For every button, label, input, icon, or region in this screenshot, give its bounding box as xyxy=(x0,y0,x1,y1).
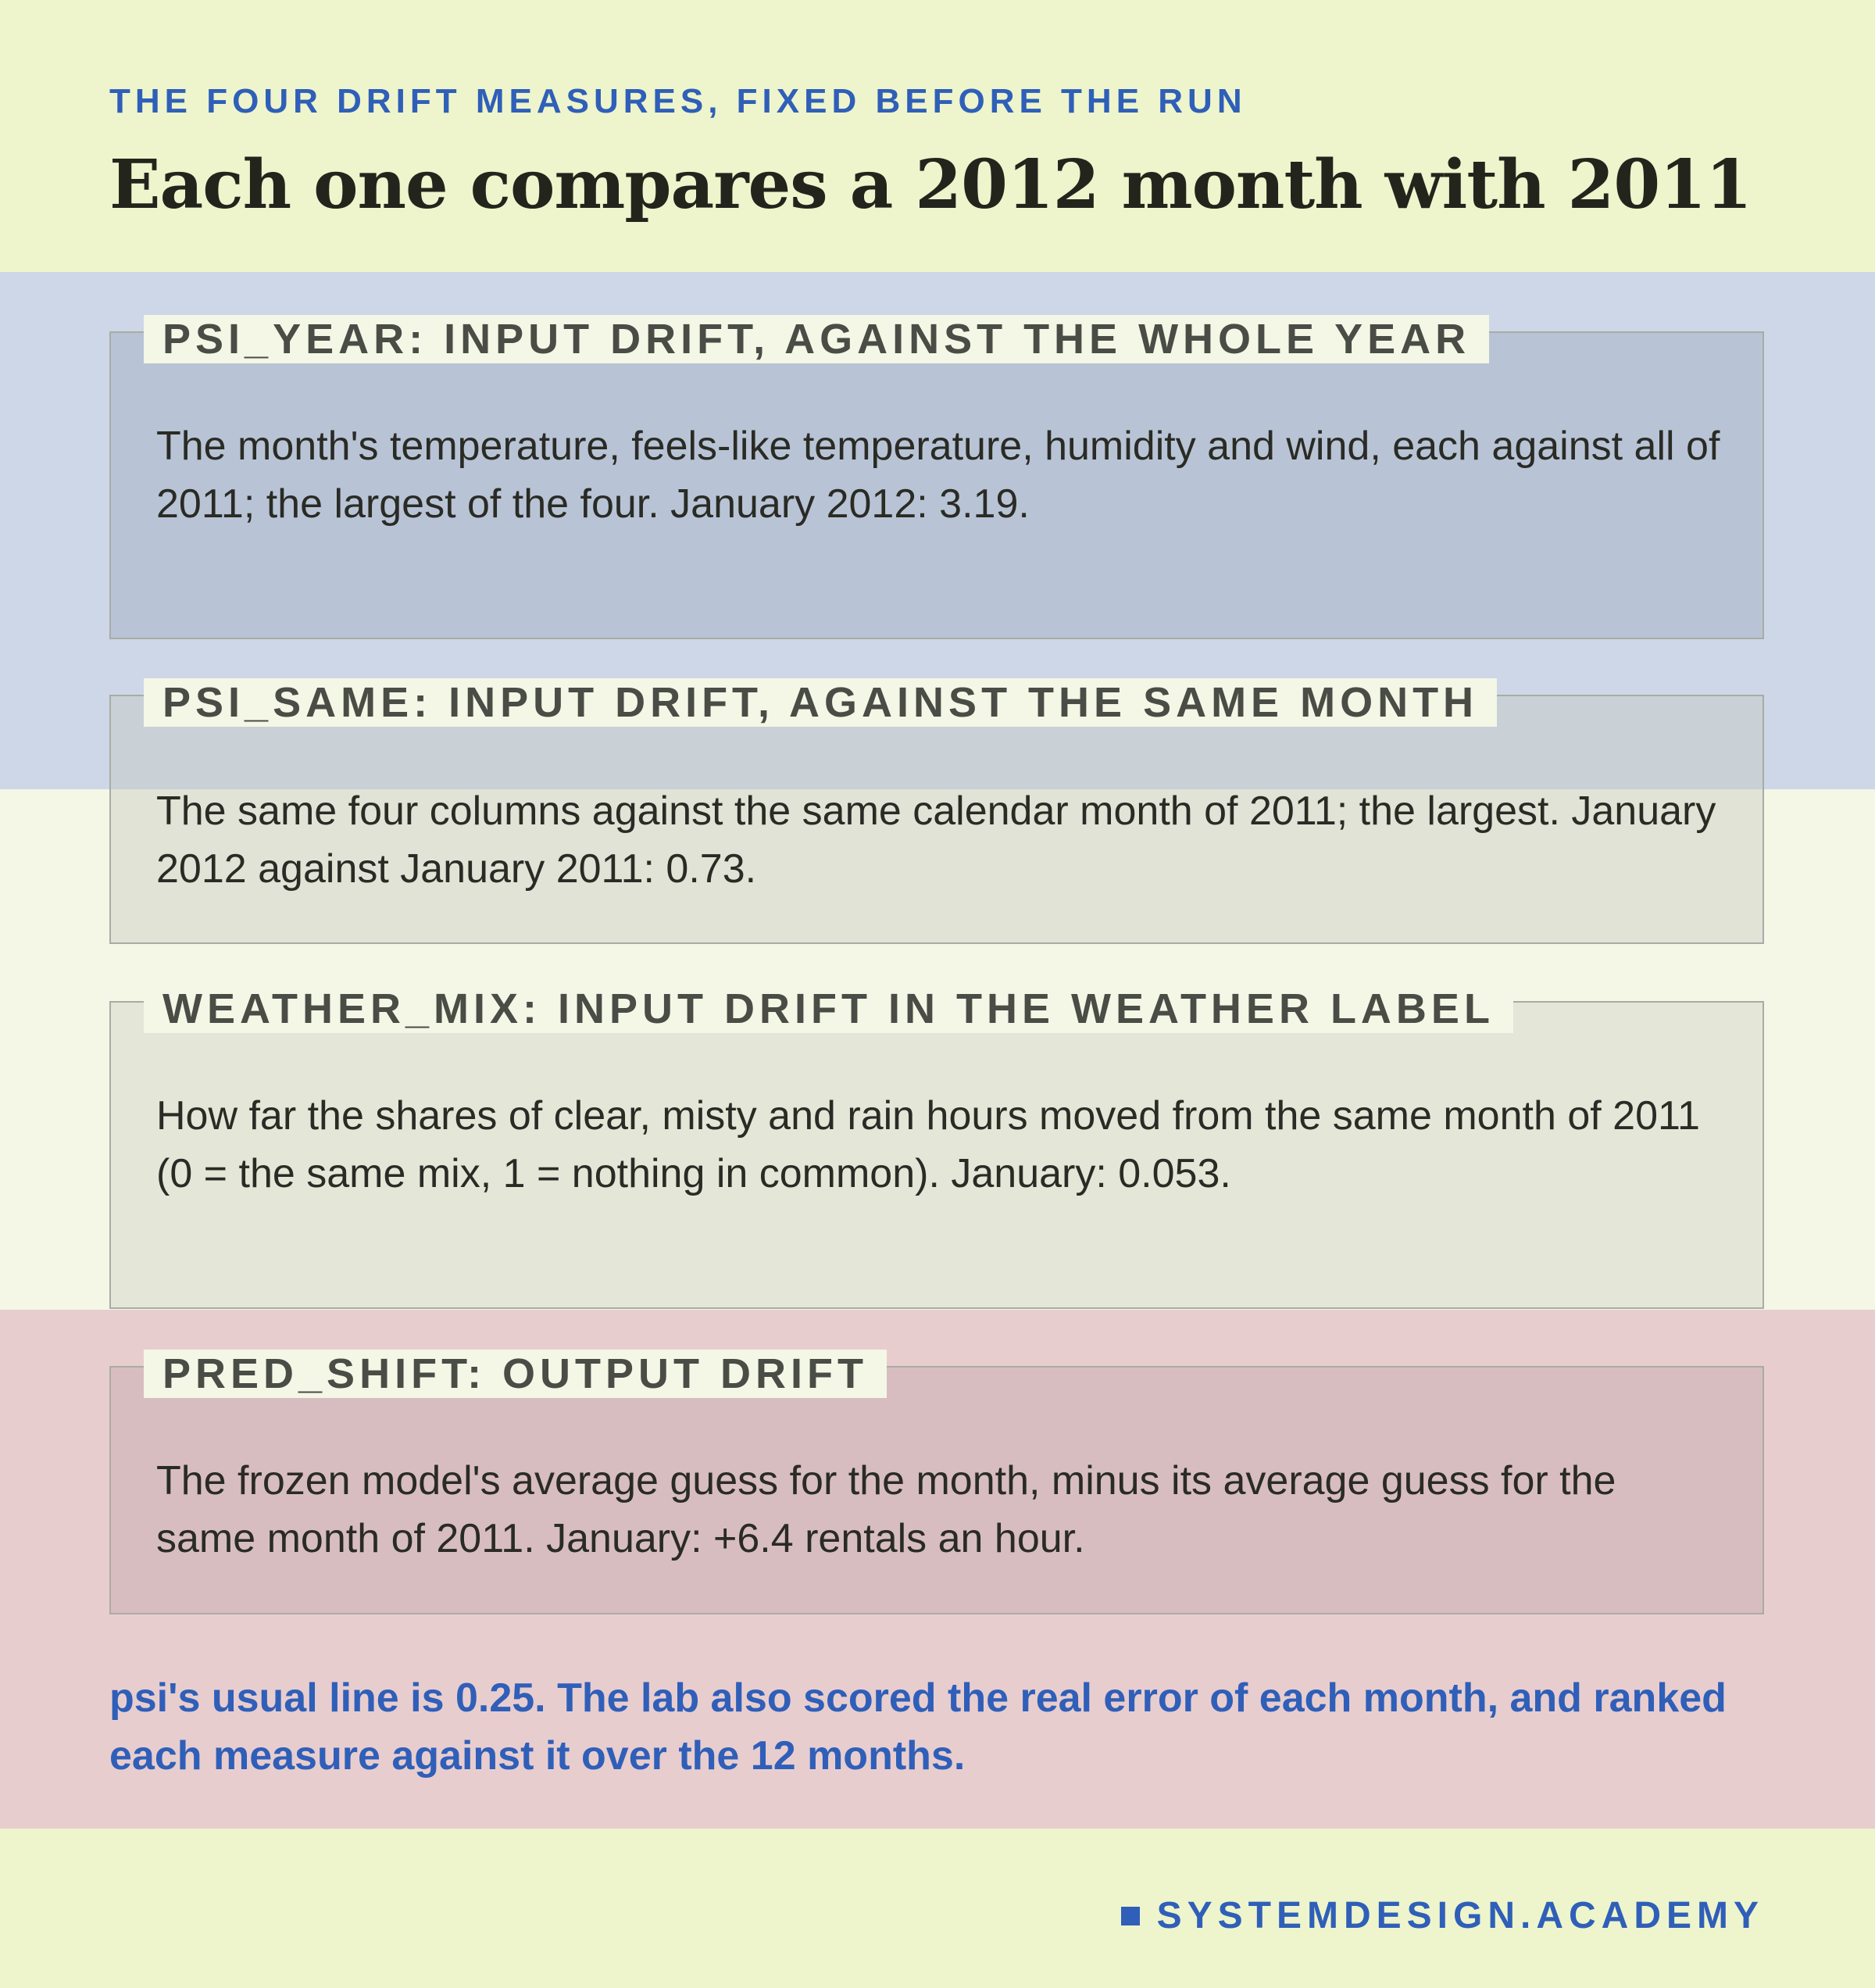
square-bullet-icon xyxy=(1120,1907,1140,1925)
header-band xyxy=(0,0,1875,272)
footnote: psi's usual line is 0.25. The lab also s… xyxy=(109,1675,1727,1779)
measure-description: The same four columns against the same c… xyxy=(156,788,1716,892)
measure-description: The frozen model's average guess for the… xyxy=(156,1458,1616,1561)
footer-band xyxy=(0,1829,1875,1988)
measure-card-psi-year: PSI_YEAR: INPUT DRIFT, AGAINST THE WHOLE… xyxy=(109,315,1764,639)
eyebrow-heading: THE FOUR DRIFT MEASURES, FIXED BEFORE TH… xyxy=(109,82,1247,120)
measure-label: WEATHER_MIX: INPUT DRIFT IN THE WEATHER … xyxy=(144,985,1513,1033)
brand-text: SYSTEMDESIGN.ACADEMY xyxy=(1156,1895,1764,1936)
page-title: Each one compares a 2012 month with 2011 xyxy=(109,145,1752,224)
measure-description: How far the shares of clear, misty and r… xyxy=(156,1093,1700,1196)
measure-card-weather-mix: WEATHER_MIX: INPUT DRIFT IN THE WEATHER … xyxy=(109,985,1764,1309)
measure-description: The month's temperature, feels-like temp… xyxy=(156,424,1720,527)
measure-label: PRED_SHIFT: OUTPUT DRIFT xyxy=(144,1350,888,1398)
measure-label: PSI_SAME: INPUT DRIFT, AGAINST THE SAME … xyxy=(144,678,1498,727)
measure-card-psi-same: PSI_SAME: INPUT DRIFT, AGAINST THE SAME … xyxy=(109,678,1764,944)
measure-card-pred-shift: PRED_SHIFT: OUTPUT DRIFT The frozen mode… xyxy=(109,1350,1764,1614)
measure-label: PSI_YEAR: INPUT DRIFT, AGAINST THE WHOLE… xyxy=(144,315,1490,363)
brand-link[interactable]: SYSTEMDESIGN.ACADEMY xyxy=(1120,1894,1764,1938)
